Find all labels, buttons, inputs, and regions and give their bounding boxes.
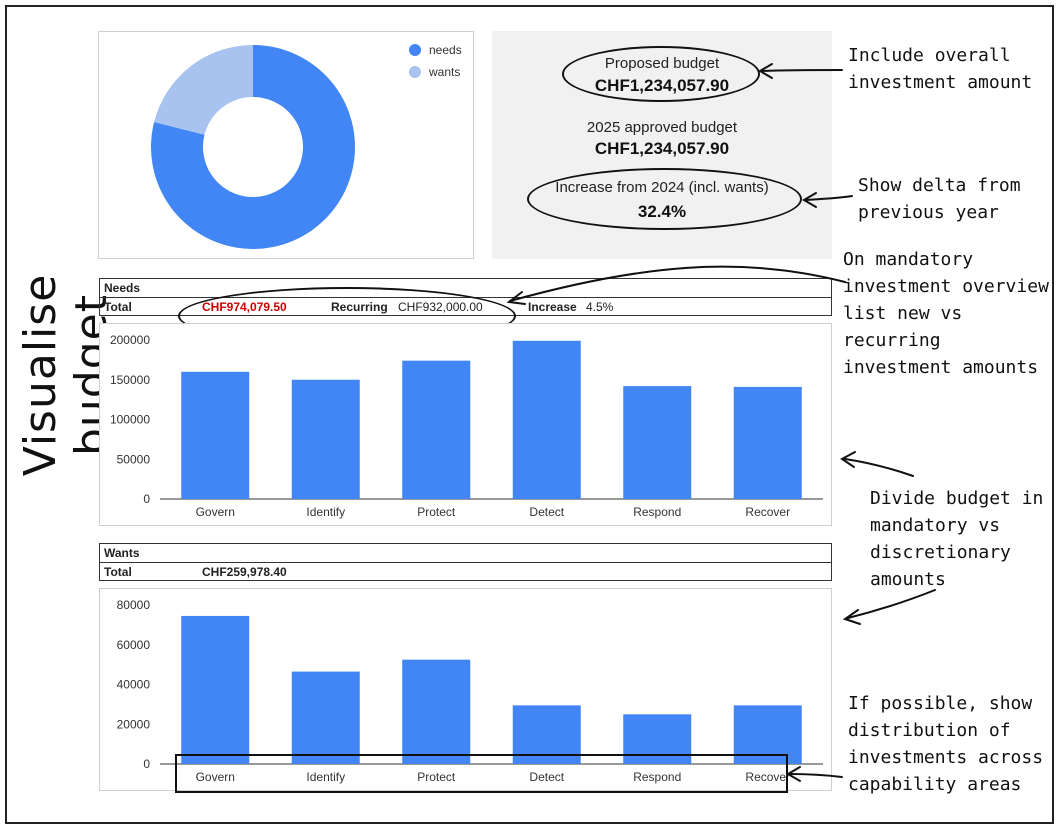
wants-xtick-label: Protect [417,770,456,784]
legend-swatch-needs [409,44,421,56]
approved-budget-value: CHF1,234,057.90 [594,139,730,158]
needs-xtick-label: Govern [196,505,235,519]
legend-label-wants: wants [429,65,461,79]
needs-xtick-label: Respond [633,505,681,519]
needs-xtick-label: Recover [745,505,790,519]
annotation-delta: Show delta from previous year [858,175,1021,223]
donut-chart [151,45,355,249]
needs-total-label: Total [104,300,132,314]
wants-ytick-label: 20000 [117,717,151,731]
wants-header: Wants [104,546,140,560]
needs-increase-label: Increase [528,300,577,314]
donut-chart-panel: needs wants [98,31,474,259]
annotation-mandatory: On mandatory investment overview list ne… [843,249,1049,378]
needs-ytick-label: 50000 [117,452,151,466]
annotation-divide: Divide budget in mandatory vs discretion… [870,488,1044,590]
needs-bar-protect [402,360,471,499]
needs-bar-govern [181,371,250,499]
wants-ytick-label: 40000 [117,678,151,692]
page-frame [5,5,1054,824]
wants-xtick-label: Respond [633,770,681,784]
needs-bar-chart: 0 50000 100000 150000 200000 Govern Identify Pr… [110,333,823,519]
proposed-budget-highlight [562,46,760,102]
needs-ytick-label: 100000 [110,413,150,427]
donut-slice-needs [151,45,355,249]
needs-bar-detect [512,340,581,499]
needs-xtick-label: Protect [417,505,456,519]
increase-highlight [527,168,802,230]
needs-increase-value: 4.5% [586,300,614,314]
needs-bar-recover [733,386,802,499]
wants-bar-govern [181,615,250,764]
wants-xtick-label: Identify [306,770,345,784]
wants-bar-identify [291,671,360,764]
needs-ytick-label: 0 [143,492,150,506]
legend-swatch-wants [409,66,421,78]
needs-xtick-label: Detect [529,505,564,519]
needs-xtick-label: Identify [306,505,345,519]
wants-bar-protect [402,659,471,764]
approved-budget-label: 2025 approved budget [586,119,738,136]
page-title: Visualise budget [15,273,117,477]
legend-item-wants: wants [409,65,460,79]
needs-ytick-label: 150000 [110,373,150,387]
annotation-overall: Include overall investment amount [848,45,1033,93]
wants-total-label: Total [104,565,132,579]
wants-table: Wants Total CHF259,978.40 [99,543,832,581]
annotation-distribution: If possible, show distribution of invest… [848,693,1044,795]
needs-bar-respond [623,386,692,499]
legend-item-needs: needs [409,43,462,57]
wants-total-value: CHF259,978.40 [202,565,287,579]
wants-xtick-label: Govern [196,770,235,784]
wants-xtick-label: Detect [529,770,564,784]
wants-ytick-label: 60000 [117,638,151,652]
wants-ytick-label: 80000 [117,598,151,612]
needs-ytick-label: 200000 [110,333,150,347]
legend-label-needs: needs [429,43,462,57]
wants-xtick-label: Recover [745,770,790,784]
needs-bar-chart-panel: 0 50000 100000 150000 200000 Govern Identify Pr… [99,323,832,526]
donut-slice-wants [154,45,253,135]
needs-bar-identify [291,379,360,499]
wants-ytick-label: 0 [143,757,150,771]
needs-header: Needs [104,281,141,295]
capability-axis-highlight [175,754,788,793]
wants-total-row: Total CHF259,978.40 [100,562,831,580]
